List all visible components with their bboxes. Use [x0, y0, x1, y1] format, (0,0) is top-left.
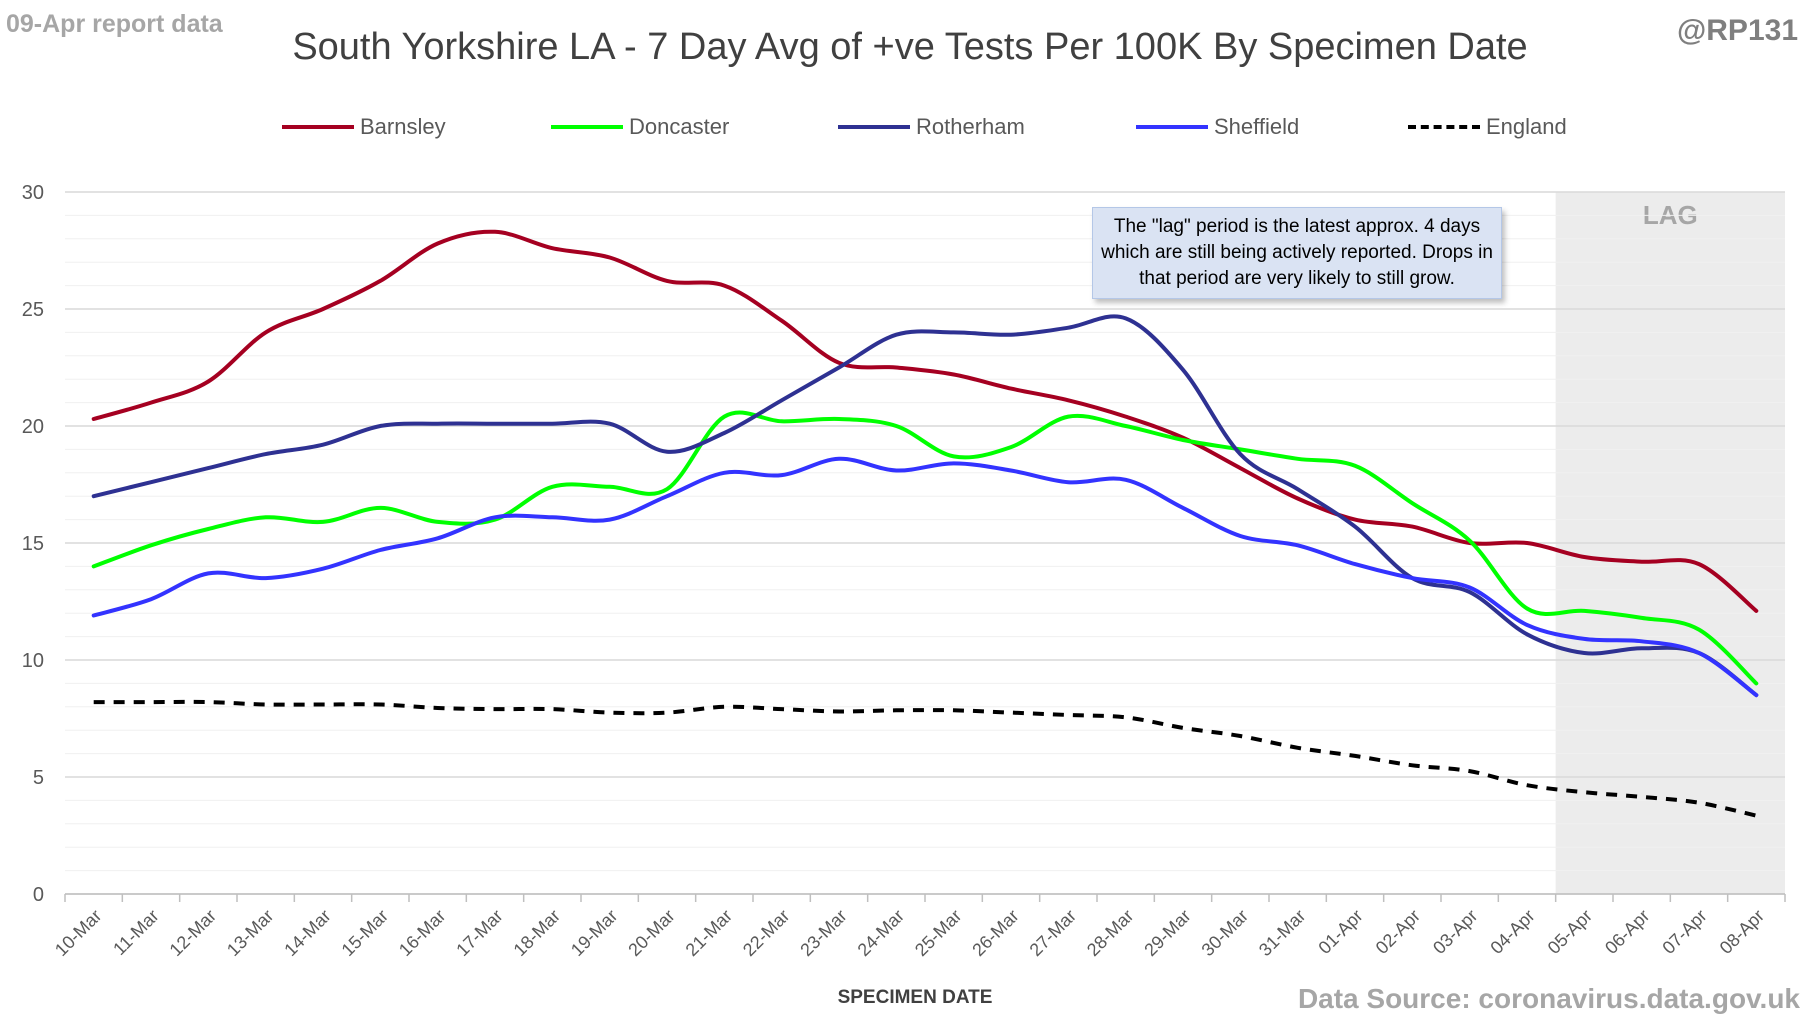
x-tick-label: 24-Mar: [854, 906, 908, 960]
x-tick-label: 03-Apr: [1429, 906, 1481, 958]
x-tick-label: 01-Apr: [1314, 906, 1366, 958]
x-axis: 10-Mar 11-Mar 12-Mar 13-Mar 14-Mar 15-Mar 16-M…: [51, 893, 1786, 960]
x-tick-label: 10-Mar: [51, 906, 105, 960]
legend-item-england: England: [1408, 112, 1567, 142]
legend-item-doncaster: Doncaster: [551, 112, 729, 142]
series-line-england: [93, 699, 1757, 818]
x-tick-label: 19-Mar: [567, 906, 621, 960]
lag-note-callout: The "lag" period is the latest approx. 4…: [1092, 207, 1502, 299]
x-tick-label: 25-Mar: [911, 906, 965, 960]
legend-label-rotherham: Rotherham: [916, 114, 1025, 139]
x-tick-label: 23-Mar: [796, 906, 850, 960]
legend-label-sheffield: Sheffield: [1214, 114, 1300, 139]
data-source-label: Data Source: coronavirus.data.gov.uk: [1297, 983, 1800, 1014]
legend-item-sheffield: Sheffield: [1136, 112, 1299, 142]
y-tick-label: 10: [22, 650, 44, 672]
series-line-sheffield: [91, 456, 1759, 698]
x-tick-label: 04-Apr: [1486, 906, 1538, 958]
author-handle: @RP131: [1677, 14, 1798, 47]
legend: Barnsley Doncaster Rotherham Sheffield E…: [0, 112, 1820, 142]
series-line-barnsley: [91, 229, 1759, 613]
legend-item-barnsley: Barnsley: [282, 112, 446, 142]
x-tick-label: 15-Mar: [338, 906, 392, 960]
legend-label-england: England: [1486, 114, 1567, 139]
legend-item-rotherham: Rotherham: [838, 112, 1025, 142]
y-tick-label: 0: [33, 884, 44, 906]
x-tick-label: 26-Mar: [968, 906, 1022, 960]
x-tick-label: 02-Apr: [1372, 906, 1424, 958]
y-tick-label: 25: [22, 299, 44, 321]
y-tick-label: 30: [22, 182, 44, 204]
series-lines: [91, 229, 1759, 818]
x-tick-label: 21-Mar: [682, 906, 736, 960]
y-axis-tick-labels: 0 5 10 15 20 25 30: [22, 182, 44, 906]
x-tick-label: 17-Mar: [452, 906, 506, 960]
x-tick-label: 06-Apr: [1601, 906, 1653, 958]
x-tick-label: 28-Mar: [1083, 906, 1137, 960]
legend-swatch-sheffield: [1136, 125, 1208, 129]
series-line-rotherham: [91, 314, 1759, 698]
legend-swatch-england: [1408, 125, 1480, 129]
x-tick-label: 20-Mar: [624, 906, 678, 960]
y-tick-label: 20: [22, 416, 44, 438]
x-tick-label: 08-Apr: [1716, 906, 1768, 958]
y-tick-label: 15: [22, 533, 44, 555]
legend-label-barnsley: Barnsley: [360, 114, 446, 139]
x-tick-label: 18-Mar: [510, 906, 564, 960]
x-tick-label: 29-Mar: [1140, 906, 1194, 960]
x-tick-label: 31-Mar: [1255, 906, 1309, 960]
legend-swatch-doncaster: [551, 125, 623, 129]
x-tick-label: 05-Apr: [1544, 906, 1596, 958]
y-tick-label: 5: [33, 767, 44, 789]
series-line-doncaster: [91, 410, 1759, 686]
chart-title: South Yorkshire LA - 7 Day Avg of +ve Te…: [292, 26, 1528, 68]
x-axis-label: SPECIMEN DATE: [838, 987, 993, 1008]
x-tick-label: 12-Mar: [166, 906, 220, 960]
x-tick-label: 14-Mar: [280, 906, 334, 960]
x-tick-label: 22-Mar: [739, 906, 793, 960]
x-tick-label: 16-Mar: [395, 906, 449, 960]
x-tick-label: 27-Mar: [1026, 906, 1080, 960]
x-tick-label: 13-Mar: [223, 906, 277, 960]
legend-label-doncaster: Doncaster: [629, 114, 730, 139]
legend-swatch-rotherham: [838, 125, 910, 129]
report-date-label: 09-Apr report data: [6, 10, 223, 38]
x-tick-label: 07-Apr: [1658, 906, 1710, 958]
x-tick-label: 11-Mar: [109, 906, 163, 960]
x-tick-label: 30-Mar: [1198, 906, 1252, 960]
legend-swatch-barnsley: [282, 125, 354, 129]
